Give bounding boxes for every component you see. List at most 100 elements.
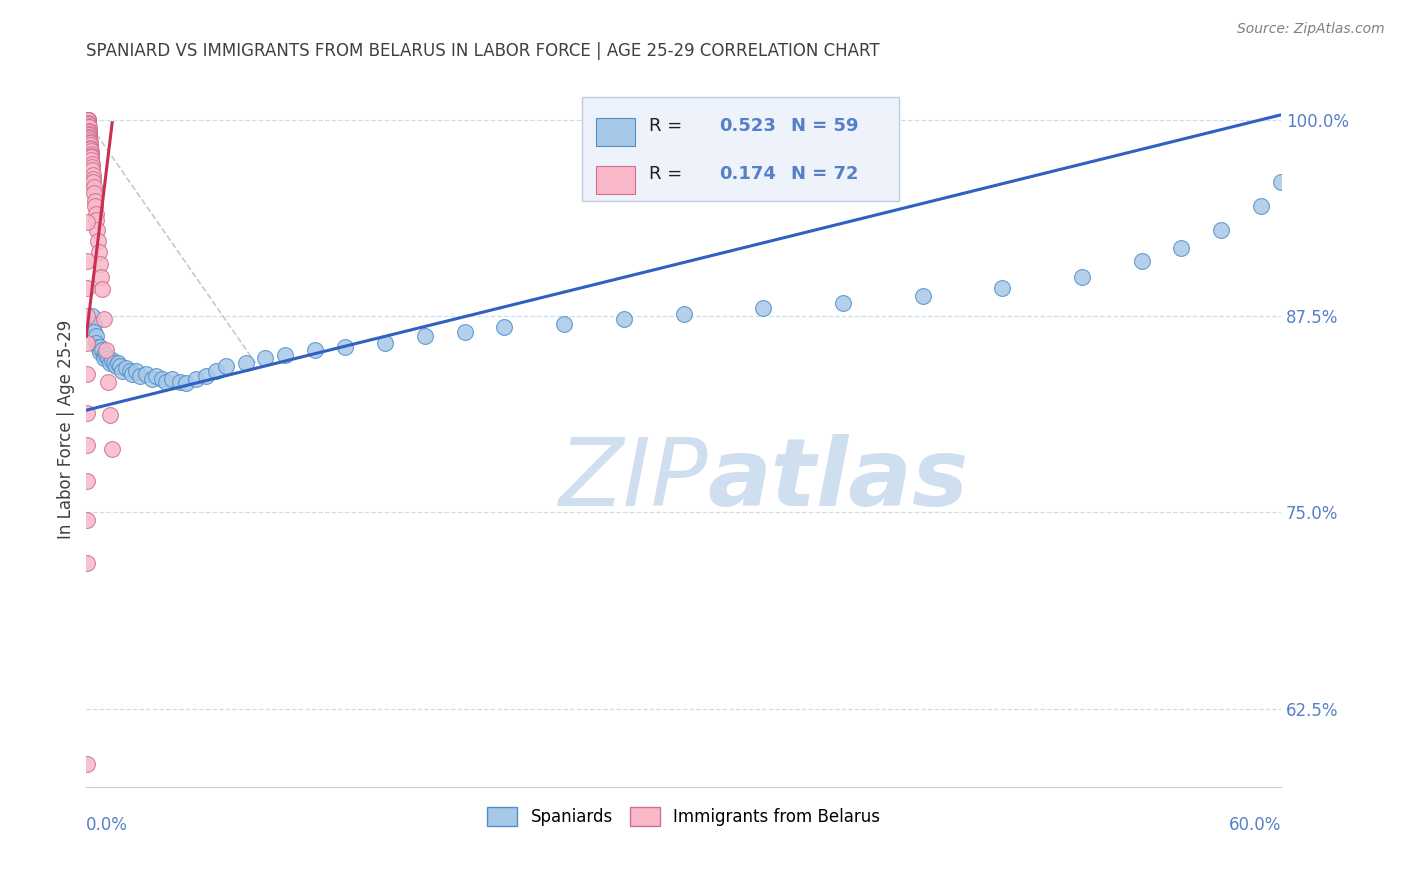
- Point: [1270, 175, 1292, 189]
- Point: [76, 254, 98, 268]
- Point: [77, 116, 100, 130]
- Point: [141, 372, 163, 386]
- Point: [76, 215, 98, 229]
- Point: [76, 112, 98, 127]
- Point: [613, 312, 636, 326]
- Point: [204, 364, 226, 378]
- Point: [991, 280, 1014, 294]
- Point: [1170, 241, 1192, 255]
- Point: [76, 438, 98, 452]
- Text: R =: R =: [650, 118, 682, 136]
- Point: [76, 112, 98, 127]
- Point: [83, 180, 105, 194]
- Point: [174, 376, 197, 391]
- Point: [413, 329, 436, 343]
- Point: [101, 442, 124, 457]
- Text: 0.523: 0.523: [720, 118, 776, 136]
- Point: [333, 340, 356, 354]
- Point: [274, 348, 297, 362]
- Point: [80, 149, 103, 163]
- Point: [80, 150, 103, 164]
- Point: [76, 112, 98, 127]
- Point: [83, 186, 105, 201]
- Text: ZIP: ZIP: [558, 434, 707, 525]
- Point: [76, 112, 98, 127]
- Point: [80, 147, 103, 161]
- Point: [93, 312, 115, 326]
- Point: [235, 356, 257, 370]
- Point: [77, 125, 100, 139]
- Text: 0.0%: 0.0%: [86, 815, 128, 833]
- Point: [83, 325, 105, 339]
- Text: 0.174: 0.174: [720, 165, 776, 183]
- Point: [77, 123, 100, 137]
- Point: [90, 269, 112, 284]
- Point: [79, 141, 101, 155]
- Point: [83, 317, 105, 331]
- Point: [83, 194, 105, 209]
- Point: [76, 406, 98, 420]
- Point: [76, 112, 98, 127]
- Point: [97, 351, 120, 366]
- Point: [76, 335, 98, 350]
- Point: [150, 372, 173, 386]
- Point: [911, 288, 934, 302]
- Point: [105, 359, 128, 374]
- Point: [79, 136, 101, 150]
- Point: [79, 135, 101, 149]
- Point: [77, 112, 100, 127]
- Point: [76, 112, 98, 127]
- Point: [76, 756, 98, 771]
- Point: [76, 513, 98, 527]
- Point: [108, 359, 131, 374]
- Point: [115, 360, 138, 375]
- Point: [1211, 222, 1233, 236]
- FancyBboxPatch shape: [596, 166, 634, 194]
- Y-axis label: In Labor Force | Age 25-29: In Labor Force | Age 25-29: [58, 320, 75, 540]
- Point: [89, 257, 111, 271]
- Text: N = 72: N = 72: [792, 165, 859, 183]
- Point: [82, 162, 104, 177]
- Text: Source: ZipAtlas.com: Source: ZipAtlas.com: [1237, 22, 1385, 37]
- Point: [98, 408, 121, 422]
- Point: [77, 119, 100, 133]
- Point: [77, 112, 100, 127]
- FancyBboxPatch shape: [582, 97, 898, 201]
- Text: atlas: atlas: [707, 434, 969, 526]
- Point: [155, 375, 177, 389]
- FancyBboxPatch shape: [596, 118, 634, 146]
- Point: [1130, 254, 1153, 268]
- Point: [76, 556, 98, 570]
- Point: [1070, 269, 1092, 284]
- Point: [494, 320, 516, 334]
- Point: [194, 368, 217, 383]
- Point: [89, 345, 111, 359]
- Point: [553, 317, 575, 331]
- Point: [304, 343, 326, 358]
- Point: [79, 137, 101, 152]
- Point: [77, 116, 100, 130]
- Point: [160, 372, 183, 386]
- Point: [93, 351, 115, 366]
- Text: SPANIARD VS IMMIGRANTS FROM BELARUS IN LABOR FORCE | AGE 25-29 CORRELATION CHART: SPANIARD VS IMMIGRANTS FROM BELARUS IN L…: [86, 42, 880, 60]
- Point: [129, 368, 152, 383]
- Point: [82, 175, 104, 189]
- Point: [76, 309, 98, 323]
- Point: [1250, 199, 1272, 213]
- Point: [76, 112, 98, 127]
- Point: [832, 296, 855, 310]
- Point: [145, 368, 167, 383]
- Point: [82, 168, 104, 182]
- Point: [84, 335, 107, 350]
- Point: [374, 335, 396, 350]
- Point: [79, 133, 101, 147]
- Point: [76, 112, 98, 127]
- Point: [84, 329, 107, 343]
- Point: [215, 359, 238, 374]
- Text: N = 59: N = 59: [792, 118, 859, 136]
- Point: [76, 367, 98, 381]
- Point: [89, 340, 111, 354]
- Point: [86, 222, 108, 236]
- Point: [77, 131, 100, 145]
- Point: [76, 112, 98, 127]
